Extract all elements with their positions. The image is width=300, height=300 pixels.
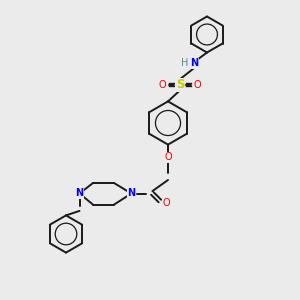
Text: N: N [190, 58, 198, 68]
Text: N: N [75, 188, 84, 199]
Text: O: O [194, 80, 201, 90]
Text: N: N [127, 188, 136, 199]
Text: O: O [159, 80, 167, 90]
Text: O: O [164, 152, 172, 163]
Text: H: H [182, 58, 189, 68]
Text: S: S [176, 78, 184, 91]
Text: O: O [163, 197, 170, 208]
